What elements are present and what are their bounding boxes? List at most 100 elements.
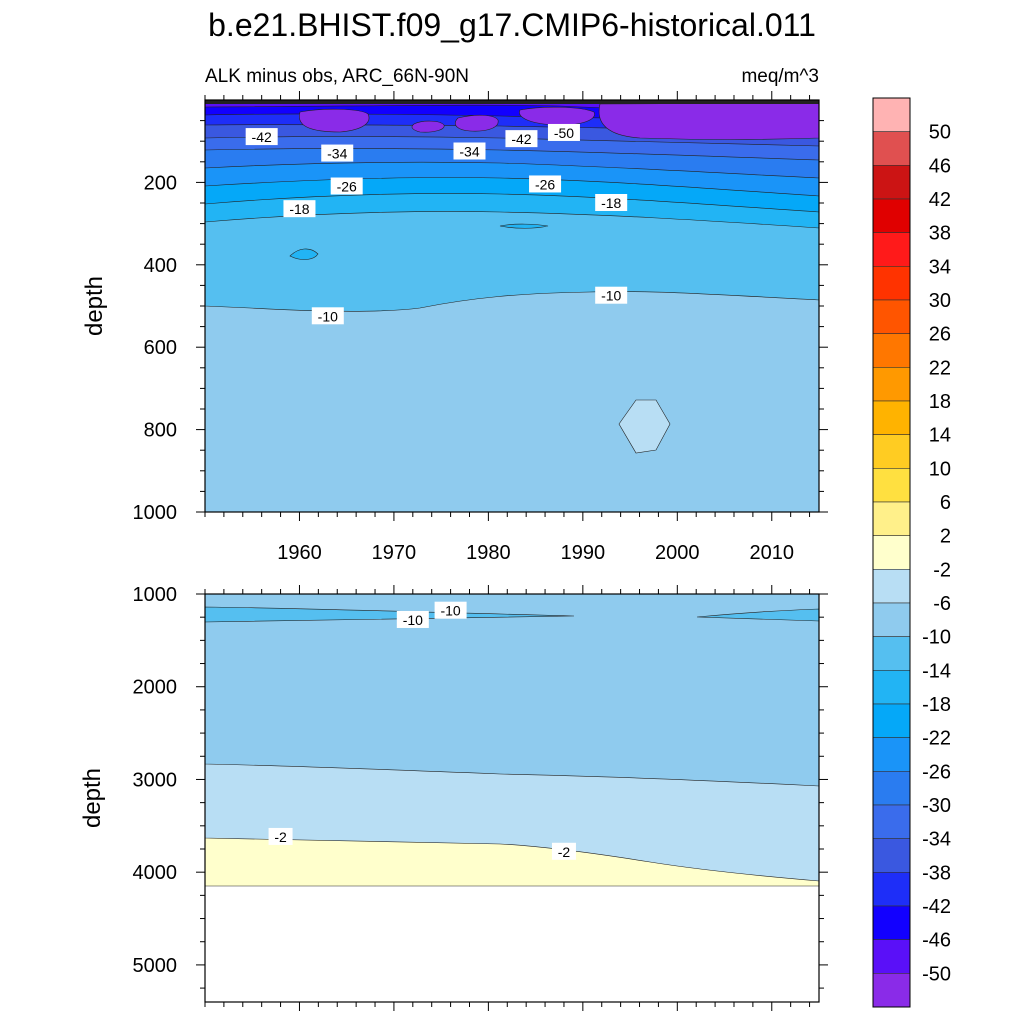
colorbar-label: 26 (929, 324, 951, 346)
lower-panel: 1000 2000 3000 4000 5000 -10 -10 -2 -2 depth (79, 584, 828, 1011)
upper-panel-top-band (205, 100, 819, 104)
colorbar-swatch (872, 333, 911, 368)
upper-panel-contour-labels: -42 -34 -34 -42 -50 -26 -26 -18 -18 -10 -10 (245, 123, 628, 325)
upper-contour-label-box (283, 200, 316, 218)
colorbar-label: -34 (922, 829, 951, 851)
colorbar-label: 14 (929, 425, 951, 447)
colorbar-swatch (872, 670, 911, 705)
contour-fill-purple-blob-4 (519, 106, 595, 126)
upper-y-axis-label: depth (81, 276, 108, 336)
colorbar-swatch (872, 872, 911, 907)
upper-contour-label-box (505, 130, 538, 148)
colorbar-swatch (872, 703, 911, 738)
upper-contour-label-box (321, 144, 354, 162)
contour-fill-island-bright (618, 399, 671, 454)
colorbar-swatch (872, 838, 911, 873)
colorbar-label: -26 (922, 761, 951, 783)
upper-y-tick-label: 200 (144, 172, 177, 194)
lower-contour-label: -2 (558, 844, 571, 860)
upper-contour-label: -26 (337, 179, 357, 195)
colorbar-swatch (872, 737, 911, 772)
colorbar-label: -22 (922, 728, 951, 750)
colorbar-swatch (872, 804, 911, 839)
colorbar-label: -46 (922, 930, 951, 952)
upper-y-tick-label: 800 (144, 420, 177, 442)
colorbar-label: -2 (933, 559, 951, 581)
colorbar-label: 22 (929, 357, 951, 379)
colorbar-swatch (872, 367, 911, 402)
lower-contour-label: -2 (274, 829, 287, 845)
lower-contour-fills (205, 594, 819, 887)
upper-contour-label-box (595, 286, 628, 304)
upper-panel: 1960 1970 1980 1990 2000 2010 200 400 600 800 1000… (81, 91, 828, 564)
upper-x-tick-label: 2010 (750, 542, 795, 564)
upper-x-tick-label: 1990 (561, 542, 606, 564)
colorbar-label: 34 (929, 256, 951, 278)
contour-fill-purple-blob-2 (455, 114, 499, 132)
lower-contour-label-box (551, 842, 576, 860)
colorbar-swatch (872, 569, 911, 604)
colorbar-swatch (872, 501, 911, 536)
colorbar-label: -6 (933, 593, 951, 615)
upper-contour-label: -42 (511, 131, 531, 147)
upper-contour-label: -18 (289, 201, 309, 217)
upper-x-tick-label: 1980 (466, 542, 511, 564)
colorbar-label: -42 (922, 896, 951, 918)
lower-contour-label: -10 (440, 603, 460, 619)
colorbar-label: 2 (940, 526, 951, 548)
lower-panel-contour-labels: -10 -10 -2 -2 (268, 601, 576, 860)
contour-fill-purple-blob-3 (411, 120, 445, 133)
lower-y-axis-label: depth (79, 768, 106, 828)
colorbar-swatch (872, 535, 911, 570)
lower-panel-frame (204, 593, 820, 1003)
upper-y-tick-label: 400 (144, 255, 177, 277)
upper-contour-label-box (311, 307, 344, 325)
upper-contour-label: -34 (327, 146, 347, 162)
upper-contour-label-box (453, 142, 486, 160)
upper-contour-label: -50 (554, 125, 574, 141)
colorbar-label: 46 (929, 155, 951, 177)
lower-contour-label-box (396, 610, 429, 628)
upper-contour-label-box (529, 175, 562, 193)
contour-fill-island-401 (289, 248, 319, 260)
upper-x-tick-label: 1970 (372, 542, 417, 564)
colorbar-label: 50 (929, 122, 951, 144)
colorbar-swatch (872, 771, 911, 806)
upper-contour-label: -42 (252, 129, 272, 145)
colorbar-swatch (872, 468, 911, 503)
upper-x-tick-label: 2000 (655, 542, 700, 564)
colorbar-label: 30 (929, 290, 951, 312)
colorbar-swatch (872, 602, 911, 637)
colorbar-swatch (872, 905, 911, 940)
colorbar-label: 38 (929, 223, 951, 245)
colorbar-swatch (872, 198, 911, 233)
colorbar-label: -14 (922, 660, 951, 682)
upper-contour-label: -18 (601, 195, 621, 211)
lower-contour-label: -10 (403, 612, 423, 628)
lower-panel-axes: 1000 2000 3000 4000 5000 (133, 584, 828, 1011)
colorbar-swatch (872, 939, 911, 974)
colorbar-label: 10 (929, 458, 951, 480)
lower-y-tick-label: 5000 (133, 955, 178, 977)
upper-contour-label-box (330, 177, 363, 195)
upper-contour-label-box (595, 194, 628, 211)
lower-y-tick-label: 3000 (133, 769, 178, 791)
colorbar-swatch (872, 636, 911, 671)
colorbar-label: -10 (922, 627, 951, 649)
colorbar-swatch (872, 400, 911, 435)
colorbar-swatch (872, 299, 911, 334)
colorbar-swatch (872, 232, 911, 267)
upper-contour-label: -10 (601, 288, 621, 304)
upper-y-tick-label: 1000 (133, 502, 178, 524)
colorbar-label: 42 (929, 189, 951, 211)
contour-fill-minus10 (205, 594, 819, 787)
contour-fill-minus14-left (205, 606, 575, 623)
colorbar-label: -38 (922, 862, 951, 884)
lower-y-tick-label: 1000 (133, 584, 178, 606)
colorbar-label: 18 (929, 391, 951, 413)
lower-y-tick-label: 2000 (133, 677, 178, 699)
lower-contour-label-box (268, 827, 293, 845)
colorbar-swatch (872, 973, 911, 1008)
colorbar-label: -30 (922, 795, 951, 817)
